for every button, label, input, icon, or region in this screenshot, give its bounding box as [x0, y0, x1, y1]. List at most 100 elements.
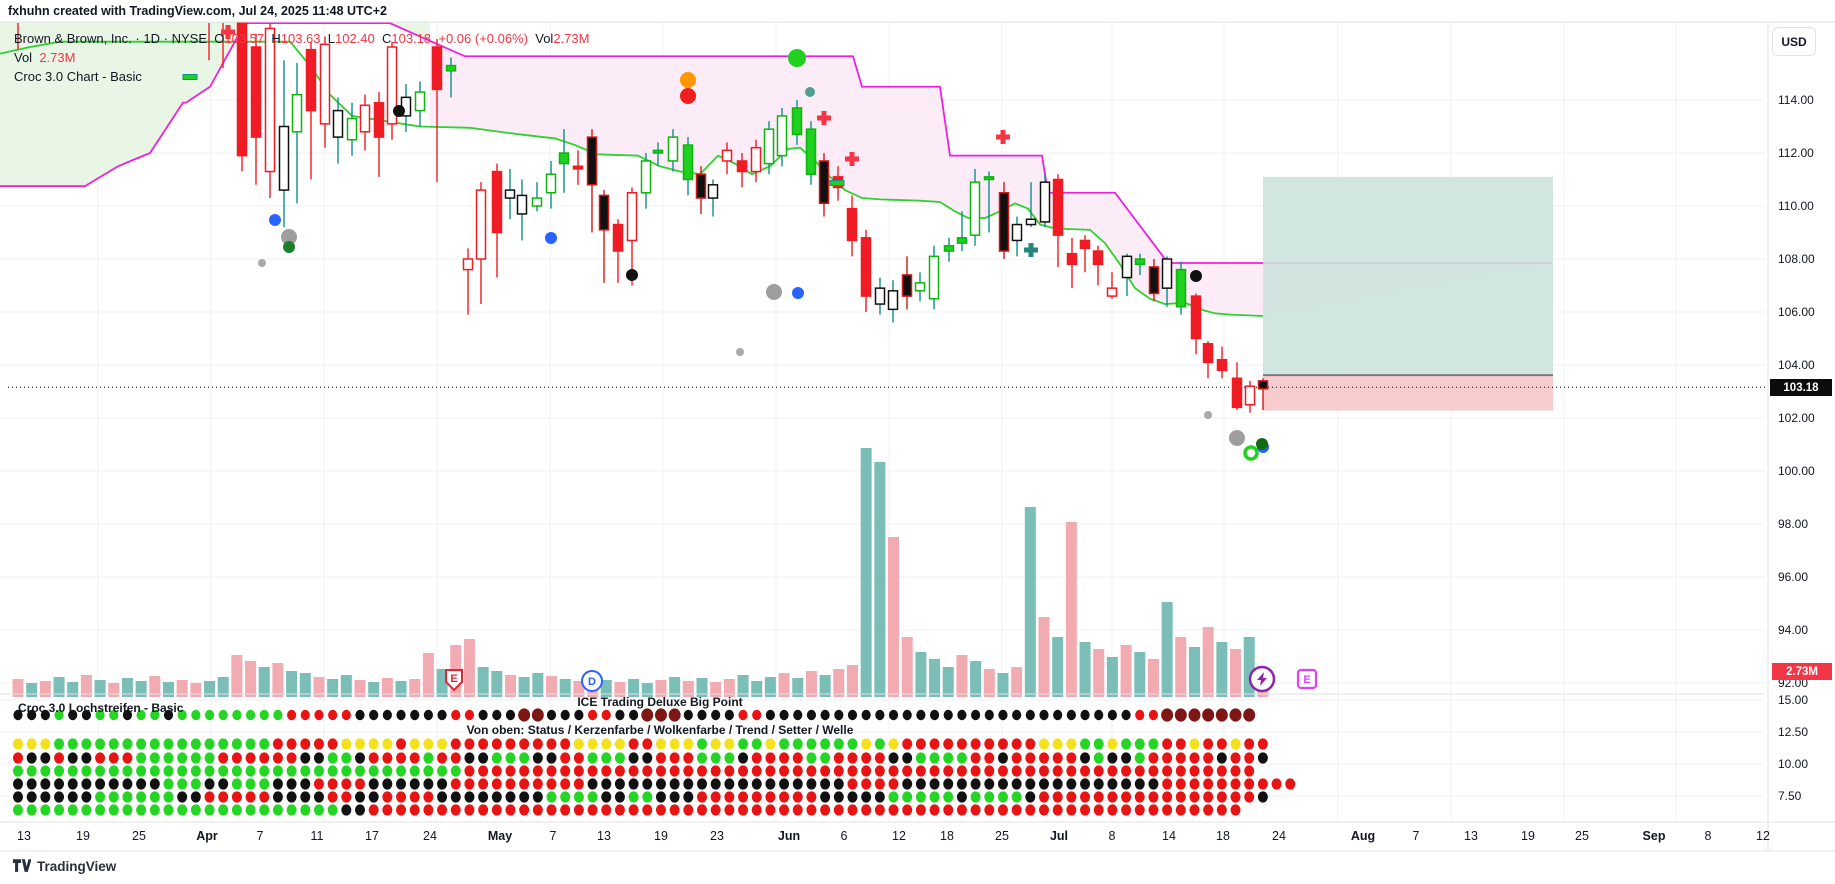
matrix-dot-welle — [149, 791, 160, 803]
candle-body — [558, 152, 570, 165]
matrix-dot-status — [1229, 708, 1242, 722]
matrix-dot-kerzenfarbe — [697, 738, 707, 750]
matrix-dot-trend — [286, 765, 297, 777]
matrix-dot-status — [369, 709, 379, 721]
matrix-dot-setter — [423, 778, 434, 790]
matrix-dot-welle — [1121, 791, 1132, 803]
lochstreifen-legend[interactable]: Croc 3.0 Lochstreifen - Basic — [18, 701, 184, 715]
matrix-dot-trend — [478, 765, 489, 777]
matrix-dot-welle — [642, 791, 653, 803]
matrix-dot-kerzenfarbe — [136, 738, 147, 750]
matrix-dot-welle — [491, 791, 502, 803]
volume-bar — [204, 681, 216, 697]
matrix-dot-wolkenfarbe — [1257, 752, 1268, 764]
matrix-dot-kerzenfarbe — [478, 738, 489, 750]
matrix-dot-kerzenfarbe — [929, 738, 940, 750]
croc-chart-legend-row[interactable]: Croc 3.0 Chart - Basic — [14, 67, 589, 86]
matrix-dot-setter — [724, 778, 735, 790]
matrix-dot-trend — [54, 765, 65, 777]
interval-label[interactable]: 1D — [143, 31, 160, 46]
symbol-title[interactable]: Brown & Brown, Inc. — [14, 31, 132, 46]
matrix-dot-wolkenfarbe — [765, 752, 776, 764]
matrix-dot-kerzenfarbe — [710, 738, 721, 750]
volume-legend-row[interactable]: Vol 2.73M — [14, 48, 589, 67]
symbol-legend-row[interactable]: Brown & Brown, Inc. · 1D · NYSE O103.57 … — [14, 29, 589, 48]
matrix-dot-kerzenfarbe — [81, 738, 92, 750]
matrix-dot-trend — [765, 765, 776, 777]
matrix-dot-status — [971, 709, 981, 721]
matrix-dot-welle — [1189, 791, 1200, 803]
matrix-dot-extra — [1216, 804, 1227, 816]
matrix-dot-setter — [915, 778, 926, 790]
volume-bar — [874, 462, 886, 697]
matrix-dot-wolkenfarbe — [751, 752, 762, 764]
volume-bar — [737, 675, 749, 697]
matrix-dot-kerzenfarbe — [149, 738, 160, 750]
matrix-dot-extra — [1025, 804, 1036, 816]
matrix-dot-kerzenfarbe — [669, 738, 680, 750]
currency-toggle-button[interactable]: USD — [1772, 27, 1816, 56]
matrix-dot-kerzenfarbe — [915, 738, 926, 750]
matrix-dot-status — [1039, 709, 1049, 721]
matrix-dot-welle — [1025, 791, 1036, 803]
volume-bar — [1147, 659, 1159, 697]
dividend-circle-badge[interactable] — [581, 670, 603, 692]
tradingview-logo-icon[interactable] — [12, 858, 31, 875]
matrix-dot-welle — [532, 791, 543, 803]
signal-dash-marker — [829, 180, 845, 186]
matrix-dot-welle — [108, 791, 119, 803]
volume-bar — [1093, 649, 1105, 697]
matrix-dot-wolkenfarbe — [792, 752, 803, 764]
matrix-dot-extra — [13, 804, 23, 816]
candle-body — [332, 109, 344, 138]
volume-bar — [108, 683, 120, 697]
matrix-dot-welle — [505, 791, 516, 803]
candle-body — [462, 258, 474, 271]
tradingview-brand-text[interactable]: TradingView — [37, 859, 117, 874]
matrix-dot-kerzenfarbe — [1230, 738, 1241, 750]
matrix-dot-status — [1053, 709, 1063, 721]
matrix-dot-trend — [806, 765, 817, 777]
volume-bar — [1188, 647, 1200, 697]
earnings-shield-badge[interactable] — [445, 669, 463, 692]
price-axis[interactable]: 114.00 112.00 110.00 108.00 106.00 104.00 102.… — [1778, 93, 1815, 803]
volume-bar — [162, 682, 174, 697]
matrix-dot-setter — [204, 778, 215, 790]
matrix-dot-status — [793, 709, 803, 721]
matrix-dot-kerzenfarbe — [259, 738, 270, 750]
volume-bar — [436, 669, 448, 697]
candle-body — [1039, 181, 1051, 223]
exchange-label[interactable]: NYSE — [171, 31, 207, 46]
matrix-dot-setter — [478, 778, 489, 790]
candle-body — [626, 192, 638, 242]
matrix-dot-wolkenfarbe — [149, 752, 160, 764]
matrix-dot-status — [273, 709, 283, 721]
matrix-dot-trend — [1093, 765, 1104, 777]
matrix-dot-kerzenfarbe — [300, 738, 311, 750]
matrix-dot-kerzenfarbe — [614, 738, 625, 750]
event-square-badge[interactable] — [1296, 668, 1318, 690]
candle-body — [305, 48, 317, 112]
change-value: +0.06 (+0.06%) — [438, 31, 528, 46]
matrix-dot-welle — [231, 791, 242, 803]
volume-bar — [1024, 507, 1036, 697]
volume-bar — [956, 655, 968, 697]
candle-body — [1231, 377, 1243, 409]
matrix-dot-extra — [313, 804, 324, 816]
volume-bar — [39, 681, 51, 697]
matrix-dot-welle — [478, 791, 489, 803]
candle-body — [545, 173, 557, 194]
matrix-dot-status — [847, 709, 858, 721]
matrix-dot-extra — [204, 804, 215, 816]
time-axis[interactable]: 13 19 25 Apr 7 11 17 24 May 7 13 19 23 Jun 6 12 18 25 Jul 8… — [17, 829, 1770, 843]
matrix-dot-welle — [382, 791, 393, 803]
volume-bar — [409, 679, 421, 697]
matrix-dot-extra — [396, 804, 407, 816]
matrix-dot-kerzenfarbe — [601, 738, 612, 750]
matrix-dot-kerzenfarbe — [683, 738, 694, 750]
matrix-dot-kerzenfarbe — [423, 738, 434, 750]
matrix-dot-extra — [655, 804, 666, 816]
matrix-dot-welle — [1066, 791, 1077, 803]
volume-bar — [710, 682, 722, 697]
